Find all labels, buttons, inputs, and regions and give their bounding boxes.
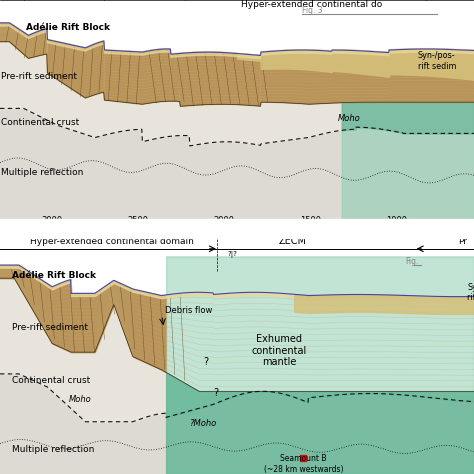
- Text: Continental crust: Continental crust: [1, 118, 79, 127]
- Text: Adélie Rift Block: Adélie Rift Block: [12, 271, 96, 280]
- Text: Debris flow: Debris flow: [165, 306, 213, 315]
- Text: ?Moho: ?Moho: [190, 419, 217, 428]
- Text: Hyper-extended continental do: Hyper-extended continental do: [241, 0, 382, 9]
- Text: ZECM: ZECM: [279, 237, 307, 246]
- Text: ?: ?: [203, 357, 209, 367]
- Text: Moho: Moho: [69, 395, 91, 404]
- Text: Seamount B
(~28 km westwards): Seamount B (~28 km westwards): [264, 455, 343, 474]
- Text: ?: ?: [214, 388, 219, 398]
- Text: Fig. 3: Fig. 3: [302, 6, 323, 15]
- Text: Adélie Rift Block: Adélie Rift Block: [26, 23, 109, 32]
- Text: Pr: Pr: [458, 237, 467, 246]
- Text: Fig.: Fig.: [405, 257, 419, 266]
- Text: Multiple reflection: Multiple reflection: [1, 168, 83, 177]
- Text: Multiple reflection: Multiple reflection: [12, 445, 94, 454]
- Text: Hyper-extended continental domain: Hyper-extended continental domain: [30, 237, 194, 246]
- Text: Pre-rift sediment: Pre-rift sediment: [12, 323, 88, 332]
- Text: Syn-/pos-
rift sedim: Syn-/pos- rift sedim: [418, 51, 456, 71]
- Text: Exhumed
continental
mantle: Exhumed continental mantle: [252, 334, 307, 367]
- Text: Continental crust: Continental crust: [12, 375, 91, 384]
- Text: Pre-rift sediment: Pre-rift sediment: [1, 72, 77, 81]
- Text: Syn-/pos-
rift sedim: Syn-/pos- rift sedim: [467, 283, 474, 302]
- Text: Moho: Moho: [337, 114, 360, 123]
- Text: ?|?: ?|?: [228, 251, 237, 258]
